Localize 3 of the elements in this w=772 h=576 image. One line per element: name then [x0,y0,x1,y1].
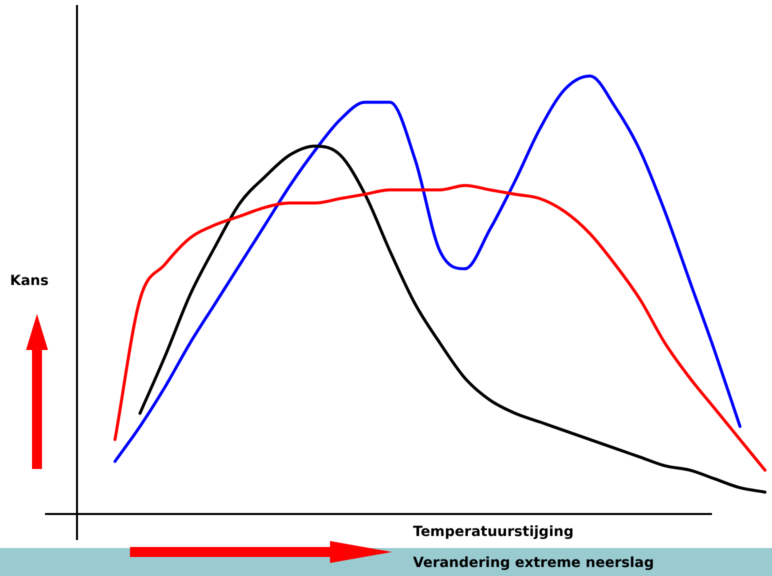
x-axis-title: Temperatuurstijging [413,524,574,540]
text: Verandering extreme neerslag [413,555,654,571]
y-axis-title: Kans [10,273,49,289]
